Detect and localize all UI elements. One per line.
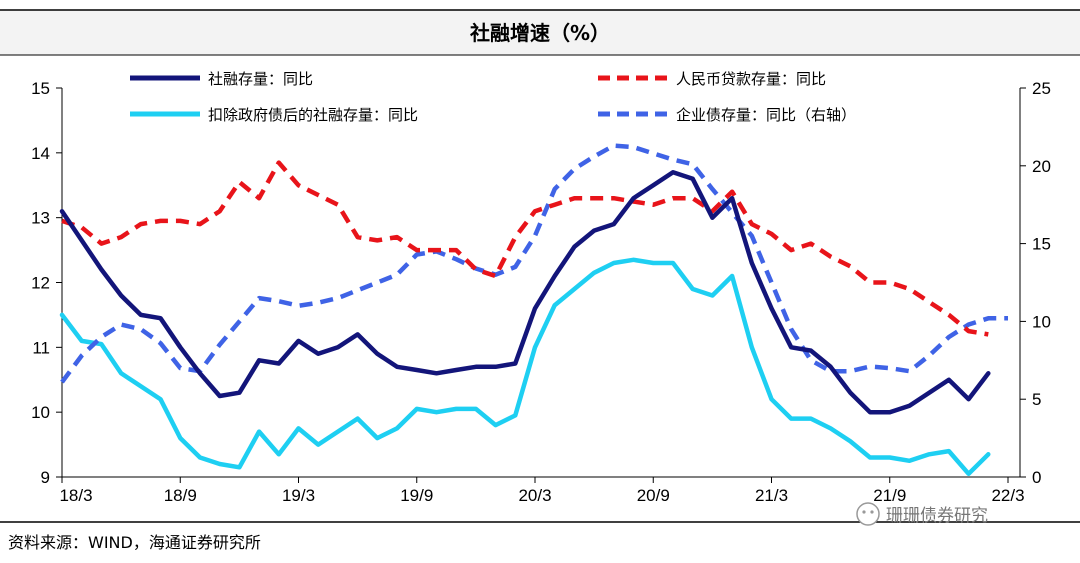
chart-title: 社融增速（%） <box>469 21 610 45</box>
right-y-tick-label: 25 <box>1032 79 1051 98</box>
x-tick-label: 21/9 <box>873 486 906 505</box>
series-line-ex-gov-bonds <box>59 257 991 477</box>
x-tick-label: 18/9 <box>164 486 197 505</box>
legend-label-corporate-bonds: 企业债存量：同比（右轴） <box>676 106 856 124</box>
legend-label-ex-gov-bonds: 扣除政府债后的社融存量：同比 <box>208 106 418 124</box>
title-band <box>0 10 1080 55</box>
right-y-tick-label: 5 <box>1032 390 1041 409</box>
right-y-tick-label: 20 <box>1032 157 1051 176</box>
source-note: 资料来源：WIND，海通证券研究所 <box>8 533 261 552</box>
series-line-corporate-bonds <box>60 143 1008 384</box>
legend-label-total-social-financing: 社融存量：同比 <box>208 70 313 88</box>
legend-label-rmb-loans: 人民币贷款存量：同比 <box>676 70 826 88</box>
wechat-icon <box>856 502 880 526</box>
ticks: 9 10 11 12 13 14 15 0 5 10 15 20 25 18/3 18/9 19/3 19/9 2… <box>31 79 1051 505</box>
series-line-total-social-financing <box>59 170 991 415</box>
x-tick-label: 19/3 <box>282 486 315 505</box>
watermark: 珊珊债券研究 <box>856 502 988 526</box>
left-y-tick-label: 13 <box>31 209 50 228</box>
x-tick-label: 19/9 <box>400 486 433 505</box>
x-tick-label: 20/3 <box>518 486 551 505</box>
right-y-tick-label: 10 <box>1032 312 1051 331</box>
x-tick-label: 21/3 <box>755 486 788 505</box>
watermark-text: 珊珊债券研究 <box>886 506 988 526</box>
right-y-tick-label: 0 <box>1032 468 1041 487</box>
wechat-icon-eye-left <box>862 510 866 514</box>
x-tick-label: 18/3 <box>59 486 92 505</box>
left-y-tick-label: 10 <box>31 403 50 422</box>
left-y-tick-label: 9 <box>41 468 50 487</box>
wechat-icon-eye-right <box>870 510 874 514</box>
left-y-tick-label: 12 <box>31 274 50 293</box>
left-y-tick-label: 11 <box>32 338 50 357</box>
left-y-tick-label: 14 <box>31 144 50 163</box>
legend: 社融存量：同比 人民币贷款存量：同比 扣除政府债后的社融存量：同比 企业债存量：… <box>130 70 856 124</box>
x-tick-label: 22/3 <box>991 486 1024 505</box>
right-y-tick-label: 15 <box>1032 235 1051 254</box>
left-y-tick-label: 15 <box>31 79 50 98</box>
series-line-rmb-loans <box>61 160 989 337</box>
series-layer <box>59 143 1008 477</box>
x-tick-label: 20/9 <box>637 486 670 505</box>
